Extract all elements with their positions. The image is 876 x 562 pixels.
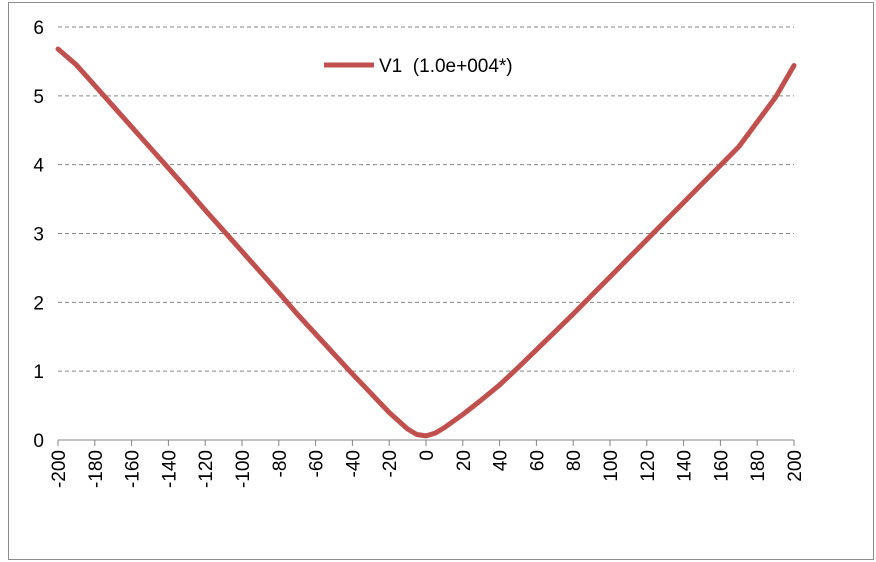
- y-tick-label: 4: [33, 156, 44, 177]
- x-tick-label: -100: [233, 450, 254, 488]
- x-tick-label: -40: [343, 450, 364, 477]
- axes-layer: [57, 439, 795, 446]
- y-tick-label: 1: [33, 362, 44, 383]
- x-tick-label: -80: [270, 450, 291, 477]
- x-tick-label: 20: [454, 450, 475, 471]
- x-tick-label: 200: [785, 450, 806, 482]
- chart-frame: [8, 2, 874, 560]
- x-tick-label: -140: [159, 450, 180, 488]
- y-tick-label: 6: [33, 18, 44, 39]
- x-tick-label: 100: [601, 450, 622, 482]
- x-tick-label: -160: [123, 450, 144, 488]
- x-tick-label: -180: [86, 450, 107, 488]
- grid-layer: [58, 26, 794, 372]
- x-tick-label: 160: [711, 450, 732, 482]
- series-line: [55, 46, 797, 439]
- x-tick-label: 80: [564, 450, 585, 471]
- x-tick-label: -20: [380, 450, 401, 477]
- legend-label: V1 (1.0e+004*): [379, 56, 513, 77]
- x-tick-label: 140: [675, 450, 696, 482]
- x-tick-label: -60: [307, 450, 328, 477]
- x-tick-label: 120: [638, 450, 659, 482]
- x-tick-labels: -200 -180 -160 -140 -120 -100 -80 -60 -40 -20 0 20 4…: [49, 450, 806, 488]
- y-tick-label: 0: [33, 431, 44, 452]
- y-tick-labels: 0 1 2 3 4 5 6: [33, 18, 44, 452]
- x-tick-label: 40: [491, 450, 512, 471]
- x-tick-label: 0: [417, 450, 438, 461]
- x-tick-label: 60: [527, 450, 548, 471]
- x-tick-label: 180: [748, 450, 769, 482]
- y-tick-label: 2: [33, 293, 44, 314]
- y-tick-label: 5: [33, 87, 44, 108]
- y-tick-label: 3: [33, 225, 44, 246]
- legend: V1 (1.0e+004*): [324, 56, 513, 77]
- series-layer: [55, 46, 797, 439]
- x-tick-label: -200: [49, 450, 70, 488]
- x-tick-label: -120: [196, 450, 217, 488]
